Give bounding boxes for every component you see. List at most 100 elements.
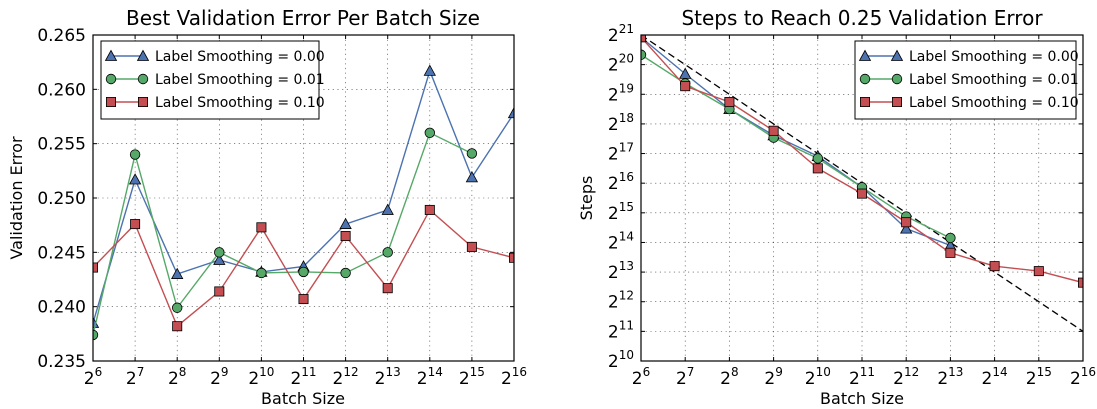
data-point [298, 266, 309, 278]
steps-chart: Steps to Reach 0.25 Validation Error Bat… [577, 6, 1096, 408]
data-point [424, 204, 435, 215]
data-point [989, 261, 1000, 272]
x-tick-label: 26 [632, 365, 650, 389]
x-tick-label: 216 [501, 365, 527, 389]
y-tick-label: 0.250 [37, 189, 86, 209]
chart-title: Best Validation Error Per Batch Size [126, 6, 480, 30]
y-tick-label: 213 [608, 259, 634, 283]
legend-entry: Label Smoothing = 0.00 [104, 49, 325, 65]
data-point [213, 253, 226, 265]
legend-entry: Label Smoothing = 0.01 [859, 72, 1079, 88]
y-tick-label: 214 [608, 229, 634, 253]
x-tick-label: 27 [676, 365, 694, 389]
y-tick-label: 219 [608, 81, 634, 105]
data-point [424, 127, 436, 139]
y-tick-label: 0.260 [37, 80, 86, 100]
data-point [901, 217, 912, 228]
series-line [641, 36, 951, 247]
x-tick-label: 29 [210, 365, 228, 389]
axis-ticks: 26 27 28 29 210 211 212 213 214 215 216 210 211 212 21… [608, 22, 1096, 389]
legend: Label Smoothing = 0.00 Label Smoothing = … [854, 40, 1079, 120]
x-tick-label: 26 [84, 365, 102, 389]
data-point [93, 329, 99, 341]
legend-marker [104, 49, 118, 61]
legend-entry: Label Smoothing = 0.10 [860, 95, 1079, 111]
legend-marker [891, 73, 903, 85]
data-point [298, 294, 309, 305]
data-point [945, 247, 956, 258]
legend-marker [892, 97, 903, 108]
legend-marker [859, 73, 871, 85]
data-point [340, 267, 351, 279]
data-point [466, 148, 478, 159]
data-point [768, 125, 779, 136]
x-tick-label: 215 [1026, 365, 1052, 389]
data-point [339, 217, 352, 229]
legend-label: Label Smoothing = 0.01 [155, 72, 325, 88]
legend-label: Label Smoothing = 0.10 [155, 95, 325, 111]
x-tick-label: 29 [764, 365, 782, 389]
legend-marker [137, 73, 149, 85]
data-point [900, 222, 913, 234]
x-tick-label: 211 [849, 365, 875, 389]
y-tick-label: 215 [608, 200, 634, 224]
y-axis-label: Validation Error [7, 136, 26, 260]
data-point [812, 153, 824, 164]
y-tick-label: 0.240 [37, 298, 86, 318]
x-tick-label: 213 [937, 365, 963, 389]
legend-marker [890, 49, 904, 61]
x-tick-label: 211 [290, 365, 316, 389]
y-tick-label: 211 [608, 318, 634, 342]
legend-entry: Label Smoothing = 0.00 [858, 49, 1079, 65]
y-tick-label: 0.265 [37, 26, 86, 46]
data-point [945, 232, 956, 244]
data-point [423, 64, 436, 76]
data-point [465, 171, 479, 183]
y-tick-label: 0.235 [37, 352, 86, 372]
legend-marker [105, 73, 117, 85]
legend-box [100, 40, 320, 120]
series [641, 35, 1083, 288]
data-point [128, 173, 142, 185]
data-point [340, 231, 351, 242]
data-point [256, 267, 267, 279]
data-point [1033, 266, 1044, 277]
series [93, 127, 478, 341]
x-tick-label: 213 [375, 365, 401, 389]
series-line [93, 131, 473, 336]
data-point [812, 163, 823, 174]
legend-marker [137, 97, 148, 108]
data-point [256, 222, 267, 233]
y-tick-label: 0.255 [37, 135, 86, 155]
data-point [171, 267, 184, 279]
legend-marker [136, 49, 150, 61]
x-tick-label: 216 [1070, 365, 1096, 389]
data-point [214, 286, 225, 297]
x-tick-label: 214 [417, 365, 443, 389]
x-tick-label: 212 [893, 365, 919, 389]
data-point [507, 106, 514, 119]
data-point [724, 97, 735, 108]
legend: Label Smoothing = 0.00 Label Smoothing = … [100, 40, 325, 120]
x-tick-label: 210 [805, 365, 831, 389]
legend-label: Label Smoothing = 0.00 [909, 49, 1079, 65]
data-point [214, 247, 225, 258]
data-point [382, 247, 393, 258]
legend-label: Label Smoothing = 0.01 [909, 72, 1079, 88]
x-tick-label: 27 [126, 365, 144, 389]
x-tick-label: 28 [720, 365, 738, 389]
legend-marker [860, 97, 871, 108]
data-point [382, 283, 393, 294]
x-axis-label: Batch Size [261, 389, 345, 408]
validation-error-chart: Best Validation Error Per Batch Size Bat… [7, 6, 527, 408]
data-point [130, 219, 141, 230]
data-point [381, 203, 394, 215]
data-point [1078, 277, 1083, 288]
y-axis-label: Steps [577, 176, 596, 221]
legend-entry: Label Smoothing = 0.10 [106, 95, 325, 111]
legend-box [854, 40, 1077, 120]
data-point [680, 81, 691, 92]
axis-ticks: 26 27 28 29 210 211 212 213 214 215 216 0.235 0.240 0… [37, 26, 527, 389]
data-point [466, 241, 477, 252]
